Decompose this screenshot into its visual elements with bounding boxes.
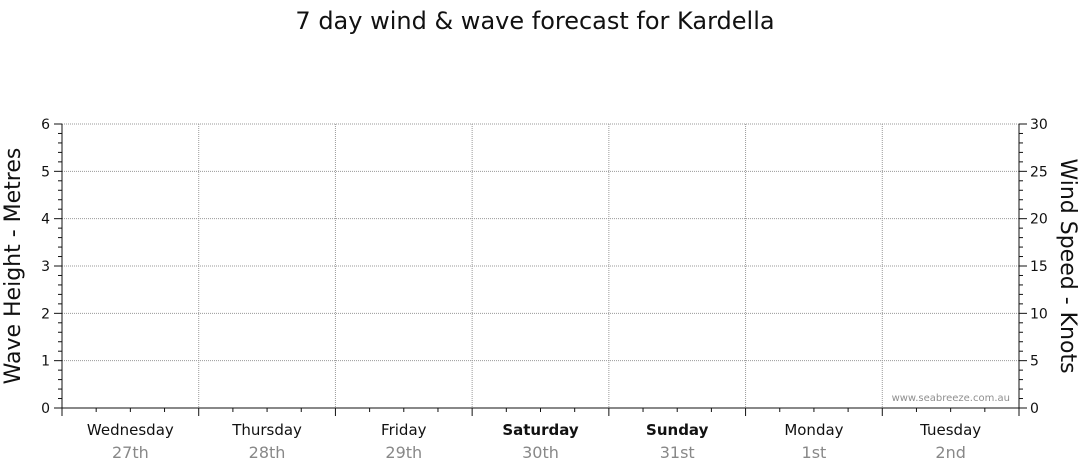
x-axis-date-label: 27th [112,443,149,462]
x-axis-date-label: 29th [385,443,422,462]
x-axis-date-label: 30th [522,443,559,462]
x-axis-day-label: Saturday [502,421,579,439]
right-axis: 0 5 10 15 20 25 30 [1019,117,1048,417]
right-axis-tick-label: 0 [1030,401,1039,417]
left-axis-tick-label: 2 [41,306,50,322]
right-axis-title: Wind Speed - Knots [1055,158,1080,373]
x-axis-date-label: 2nd [935,443,965,462]
right-axis-tick-label: 25 [1030,164,1048,180]
x-axis-date-label: 1st [802,443,827,462]
grid-lines [62,123,1019,408]
left-axis-tick-label: 1 [41,354,50,370]
x-axis-day-label: Friday [381,421,427,439]
left-axis-tick-label: 4 [41,212,50,228]
x-axis-day-label: Thursday [231,421,302,439]
x-axis-day-label: Wednesday [87,421,174,439]
right-axis-tick-label: 10 [1030,306,1048,322]
x-axis: Wednesday 27th Thursday 28th Friday 29th Satur… [61,408,1020,462]
left-axis: 0 1 2 3 4 5 6 [41,117,62,417]
x-axis-day-label: Tuesday [919,421,981,439]
x-axis-date-label: 31st [660,443,695,462]
right-axis-tick-label: 20 [1030,212,1048,228]
chart-title: 7 day wind & wave forecast for Kardella [295,7,774,35]
left-axis-title: Wave Height - Metres [1,148,26,385]
left-axis-tick-label: 5 [41,164,50,180]
watermark-text: www.seabreeze.com.au [892,393,1010,404]
x-axis-date-label: 28th [249,443,286,462]
left-axis-tick-label: 6 [41,117,50,133]
right-axis-tick-label: 15 [1030,259,1048,275]
right-axis-tick-label: 5 [1030,354,1039,370]
left-axis-tick-label: 3 [41,259,50,275]
right-axis-tick-label: 30 [1030,117,1048,133]
left-axis-tick-label: 0 [41,401,50,417]
x-axis-day-label: Monday [784,421,843,439]
x-axis-day-label: Sunday [646,421,709,439]
